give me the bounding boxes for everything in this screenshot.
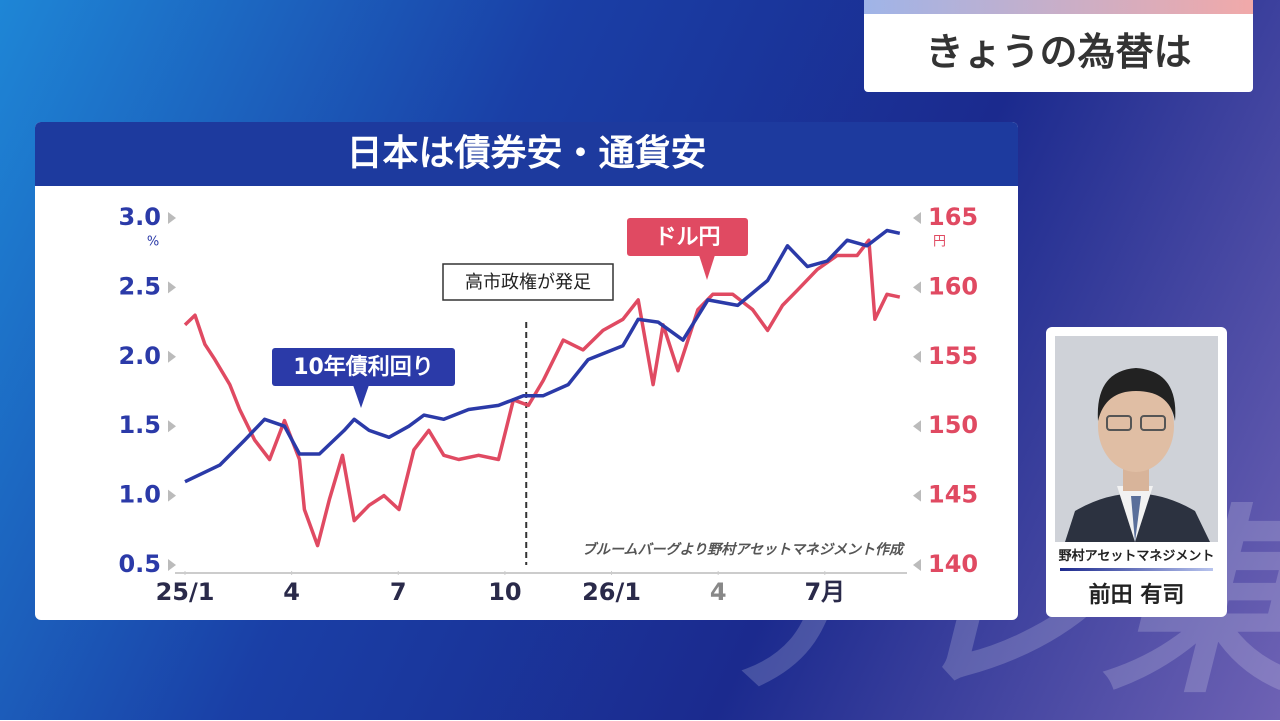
y-tick-label: 3.0 bbox=[118, 203, 161, 231]
chart-panel: 日本は債券安・通貨安 0.5 1.0 1.5 2.0 2.5 3.0 140 145 150 15… bbox=[35, 122, 1018, 620]
source-note: ブルームバーグより野村アセットマネジメント作成 bbox=[582, 541, 906, 558]
series-line bbox=[184, 228, 901, 484]
y-tick-label: 0.5 bbox=[118, 550, 161, 578]
y-tick-mark bbox=[168, 350, 176, 363]
x-tick-label: 26/1 bbox=[582, 578, 641, 606]
y2-tick-mark bbox=[913, 420, 921, 433]
presenter-company: 野村アセットマネジメント bbox=[1058, 549, 1215, 564]
y-tick-mark bbox=[168, 489, 176, 502]
y2-tick-mark bbox=[913, 350, 921, 363]
series-label-pointer bbox=[699, 255, 715, 280]
y2-tick-label: 160 bbox=[928, 272, 978, 300]
series-label-box bbox=[272, 348, 455, 386]
y-tick-label: 2.0 bbox=[118, 342, 161, 370]
y-tick-mark bbox=[168, 281, 176, 294]
divider bbox=[1060, 568, 1213, 571]
annotation-box bbox=[442, 263, 614, 301]
annotation-text: 高市政権が発足 bbox=[465, 272, 591, 293]
presenter-card: 野村アセットマネジメント 前田 有司 bbox=[1046, 327, 1227, 617]
x-tick-label: 4 bbox=[283, 578, 300, 606]
y-tick-label: 2.5 bbox=[118, 272, 161, 300]
y2-tick-label: 140 bbox=[928, 550, 978, 578]
y2-unit: 円 bbox=[933, 235, 946, 250]
chart: 0.5 1.0 1.5 2.0 2.5 3.0 140 145 150 155 160 165% 円 25… bbox=[118, 203, 978, 606]
y-tick-mark bbox=[168, 559, 176, 571]
presenter-photo bbox=[1055, 336, 1218, 542]
photo-drawing bbox=[1055, 336, 1218, 542]
y2-tick-label: 145 bbox=[928, 481, 978, 509]
y2-tick-mark bbox=[913, 559, 921, 571]
series-label: 10年債利回り bbox=[293, 354, 434, 380]
y-unit: % bbox=[147, 235, 159, 250]
y2-tick-mark bbox=[913, 281, 921, 294]
x-tick-label: 7 bbox=[390, 578, 407, 606]
series-label-box bbox=[627, 218, 748, 256]
presenter-name: 前田 有司 bbox=[1088, 583, 1185, 608]
y2-tick-label: 165 bbox=[928, 203, 978, 231]
y2-tick-label: 155 bbox=[928, 342, 978, 370]
y2-tick-mark bbox=[913, 489, 921, 502]
y-tick-label: 1.0 bbox=[118, 481, 161, 509]
x-tick-label: 10 bbox=[488, 578, 521, 606]
series-label: ドル円 bbox=[654, 225, 720, 250]
y-tick-mark bbox=[168, 212, 176, 224]
header-bar bbox=[864, 0, 1253, 14]
header-title: きょうの為替は bbox=[925, 30, 1192, 74]
y-tick-label: 1.5 bbox=[118, 411, 161, 439]
x-tick-label: 7月 bbox=[804, 578, 845, 606]
chart-title: 日本は債券安・通貨安 bbox=[35, 122, 1018, 186]
x-tick-label: 4 bbox=[710, 578, 727, 606]
y2-tick-mark bbox=[913, 212, 921, 224]
header-box: きょうの為替は bbox=[864, 0, 1253, 92]
y2-tick-label: 150 bbox=[928, 411, 978, 439]
x-tick-label: 25/1 bbox=[156, 578, 215, 606]
y-tick-mark bbox=[168, 420, 176, 433]
series-label-pointer bbox=[353, 385, 369, 408]
